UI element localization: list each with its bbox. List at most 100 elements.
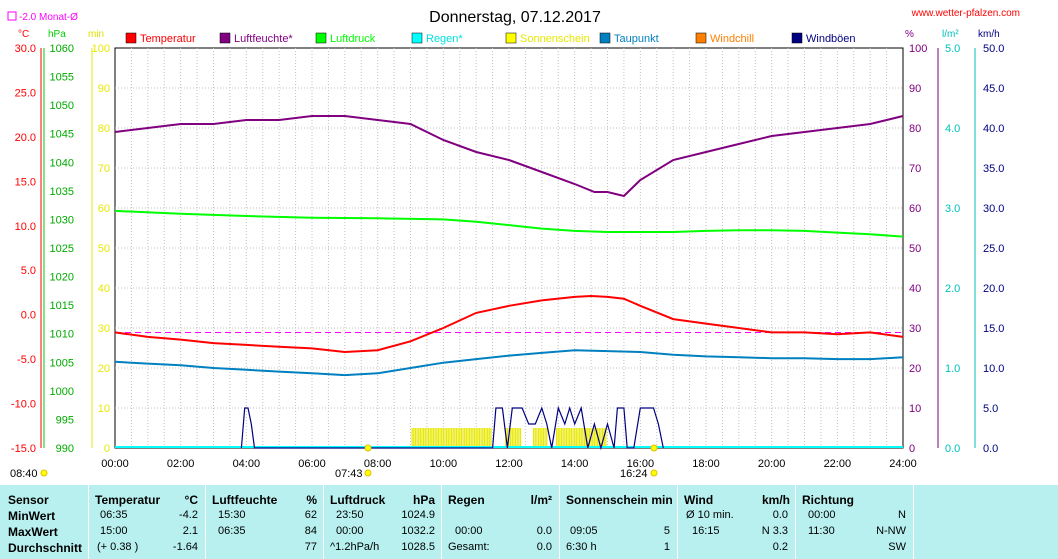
avg-press-value: 1028.5 (401, 541, 435, 553)
sunset-marker (650, 444, 658, 452)
legend-swatch (411, 32, 423, 44)
max-hum-time: 06:35 (218, 525, 246, 537)
max-rain-time: 00:00 (455, 525, 483, 537)
temp-tick-label: 5.0 (21, 265, 36, 277)
max-sun-value: 5 (663, 525, 670, 537)
temp-tick-label: 30.0 (15, 43, 36, 55)
lm2-tick-label: 2.0 (945, 283, 960, 295)
site-url: www.wetter-pfalzen.com (911, 8, 1020, 19)
min-press-time: 23:50 (336, 509, 364, 521)
max-press-value: 1032.2 (401, 525, 435, 537)
avg-sun-value: 1 (663, 541, 670, 553)
kmh-tick-label: 45.0 (983, 83, 1004, 95)
legend-label: Windchill (710, 33, 754, 45)
summary-table: Sensor Temperatur °C Luftfeuchte % Luftd… (0, 485, 1058, 559)
max-rain-value: 0.0 (536, 525, 552, 537)
hdr-hum: Luftfeuchte (212, 493, 278, 507)
pct-tick-label: 20 (909, 363, 921, 375)
max-wind-value: N 3.3 (761, 525, 788, 537)
max-temp-time: 15:00 (100, 525, 128, 537)
avg-temp-value: -1.64 (172, 541, 198, 553)
hdr-rain: Regen (448, 493, 485, 507)
legend-swatch (695, 32, 707, 44)
min-tick-label: 70 (98, 163, 110, 175)
x-tick-label: 00:00 (101, 458, 129, 470)
unit-min: min (88, 29, 104, 40)
min-tick-label: 0 (104, 443, 110, 455)
max-wind-time: 16:15 (692, 525, 720, 537)
legend-swatch (505, 32, 517, 44)
lm2-tick-label: 3.0 (945, 203, 960, 215)
series-line-windben (240, 405, 664, 451)
hdr-wind: Wind (684, 493, 714, 507)
hpa-tick-label: 1015 (50, 300, 74, 312)
hpa-tick-label: 1010 (50, 329, 74, 341)
unit-temp: °C (18, 29, 29, 40)
x-tick-label: 22:00 (824, 458, 852, 470)
lm2-tick-label: 5.0 (945, 43, 960, 55)
row-min-label: MinWert (8, 509, 56, 523)
hpa-tick-label: 1045 (50, 129, 74, 141)
unit-pct: % (905, 29, 914, 40)
legend-swatch (791, 32, 803, 44)
sun-total-hours: 6:30 h (566, 541, 597, 553)
temp-tick-label: -10.0 (11, 399, 36, 411)
hdr-press: Luftdruck (330, 493, 386, 507)
legend-label: Regen* (426, 33, 463, 45)
pct-tick-label: 50 (909, 243, 921, 255)
min-hum-value: 62 (304, 509, 317, 521)
hdr-temp-unit: °C (184, 493, 198, 507)
unit-hpa: hPa (48, 29, 66, 40)
max-dir-value: N-NW (876, 525, 906, 537)
min-tick-label: 50 (98, 243, 110, 255)
weather-chart: Donnerstag, 07.12.2017 www.wetter-pfalzen… (7, 8, 1020, 480)
series-line-taupunkt (114, 349, 904, 377)
temp-tick-label: -5.0 (17, 354, 36, 366)
pct-tick-label: 10 (909, 403, 921, 415)
avg-hum-value: 77 (304, 541, 317, 553)
series-line-luftfeuchte (114, 115, 904, 198)
x-tick-label: 20:00 (758, 458, 786, 470)
hdr-sun: Sonnenschein min (566, 493, 673, 507)
min-temp-time: 06:35 (100, 509, 128, 521)
pct-tick-label: 70 (909, 163, 921, 175)
solar-noon-marker (364, 444, 372, 452)
x-tick-label: 18:00 (692, 458, 720, 470)
kmh-tick-label: 50.0 (983, 43, 1004, 55)
temp-tick-label: -15.0 (11, 443, 36, 455)
row-avg-label: Durchschnitt (8, 541, 83, 555)
hpa-tick-label: 990 (56, 443, 74, 455)
kmh-tick-label: 35.0 (983, 163, 1004, 175)
temp-tick-label: 15.0 (15, 176, 36, 188)
unit-lm2: l/m² (942, 29, 959, 40)
legend-swatch (599, 32, 611, 44)
sunset-icon (650, 469, 658, 477)
min-wind-time: Ø 10 min. (686, 509, 734, 521)
hpa-tick-label: 1005 (50, 357, 74, 369)
x-tick-label: 24:00 (889, 458, 917, 470)
min-dir-value: N (898, 509, 906, 521)
legend-swatch (219, 32, 231, 44)
avg-wind-value: 0.2 (772, 541, 788, 553)
pct-tick-label: 100 (909, 43, 927, 55)
hpa-tick-label: 1060 (50, 43, 74, 55)
min-tick-label: 100 (92, 43, 110, 55)
hpa-tick-label: 1000 (50, 386, 74, 398)
legend-label: Sonnenschein (520, 33, 590, 45)
solar-noon-time: 07:43 (335, 468, 363, 480)
min-temp-value: -4.2 (179, 509, 198, 521)
legend-label: Temperatur (140, 33, 196, 45)
legend-swatch (315, 32, 327, 44)
kmh-tick-label: 10.0 (983, 363, 1004, 375)
lm2-tick-label: 4.0 (945, 123, 960, 135)
monthly-avg-label: -2.0 Monat-Ø (19, 12, 78, 23)
kmh-tick-label: 5.0 (983, 403, 998, 415)
hpa-tick-label: 1040 (50, 157, 74, 169)
min-tick-label: 60 (98, 203, 110, 215)
min-hum-time: 15:30 (218, 509, 246, 521)
pct-tick-label: 30 (909, 323, 921, 335)
max-hum-value: 84 (304, 525, 317, 537)
legend-label: Windböen (806, 33, 856, 45)
lm2-tick-label: 1.0 (945, 363, 960, 375)
min-tick-label: 80 (98, 123, 110, 135)
